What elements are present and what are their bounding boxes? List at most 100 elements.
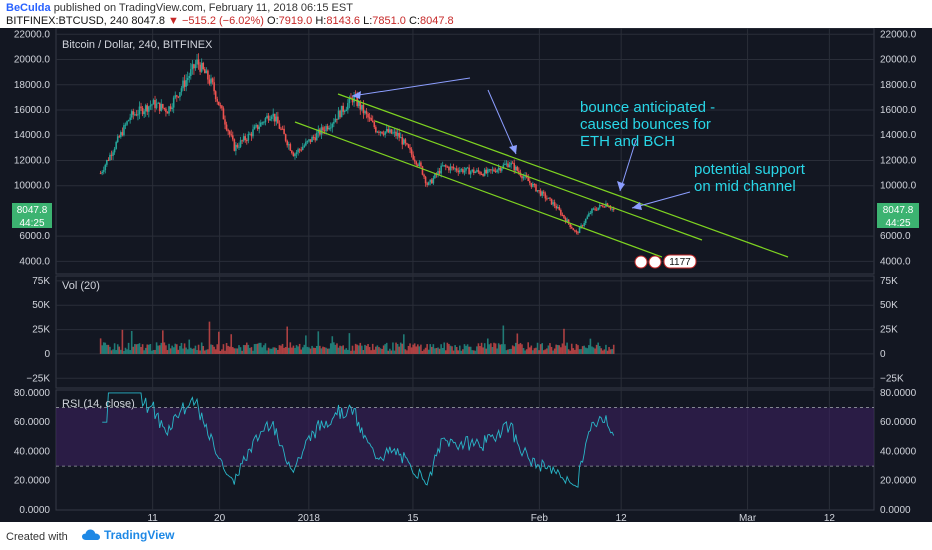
candle-body [421, 166, 424, 175]
volume-bar [134, 344, 136, 354]
volume-bar [488, 344, 491, 354]
channel-lower-line[interactable] [294, 121, 663, 258]
candle-body [193, 64, 195, 69]
candle-body [552, 202, 554, 205]
ohlc-line: BITFINEX:BTCUSD, 240 8047.8 ▼ −515.2 (−6… [6, 15, 454, 27]
candle-body [580, 225, 582, 228]
volume-bar [214, 349, 217, 354]
volume-bar [581, 346, 584, 354]
volume-bar [158, 345, 161, 354]
volume-bar [522, 348, 525, 354]
candle-body [518, 170, 520, 173]
volume-bar [273, 347, 276, 354]
candle-body [112, 152, 114, 156]
author-name[interactable]: BeCulda [6, 2, 51, 14]
candle-body [575, 230, 578, 233]
rsi-tick-left: 40.0000 [14, 446, 51, 457]
channel-mid-line[interactable] [374, 120, 703, 241]
candle-body [319, 129, 321, 135]
candle-body [242, 136, 245, 141]
candle-body [292, 153, 295, 157]
candle-body [343, 111, 346, 113]
channel-upper-line[interactable] [337, 93, 789, 258]
volume-bar [426, 344, 428, 354]
candle-body [514, 166, 517, 171]
volume-bar [267, 347, 270, 354]
volume-bar [169, 348, 172, 354]
candle-body [410, 149, 413, 155]
flag-us-icon-2[interactable] [648, 255, 662, 269]
volume-bar [583, 345, 585, 354]
candle-body [493, 169, 495, 172]
chart-canvas[interactable]: 11 20 2018 15 Feb 12 Mar 12 22000.0 22000.0 20000.… [0, 28, 932, 522]
candle-body [250, 133, 253, 137]
candle-body [556, 207, 559, 209]
annotation-support[interactable]: potential support on mid channel [694, 161, 806, 195]
volume-bar [493, 342, 495, 354]
volume-bar [434, 348, 436, 354]
timer-badge-left [12, 216, 52, 228]
volume-bar [277, 349, 279, 354]
publish-info: published on TradingView.com, February 1… [53, 2, 353, 14]
volume-bar [403, 334, 405, 354]
volume-bar [417, 344, 419, 354]
candle-body [283, 128, 285, 135]
volume-bar [387, 350, 390, 354]
volume-bar [455, 347, 458, 354]
volume-bar [109, 346, 111, 354]
annotation-bounce[interactable]: bounce anticipated - caused bounces for … [580, 99, 715, 150]
candle-body [325, 126, 327, 132]
candle-body [592, 208, 595, 210]
volume-bar [317, 331, 320, 354]
candle-body [594, 208, 596, 210]
candle-body [144, 105, 147, 112]
candle-body [241, 140, 243, 142]
timer-badge-right [877, 216, 919, 228]
volume-bar [331, 336, 334, 354]
event-count-badge[interactable] [663, 254, 697, 269]
candle-body [286, 140, 289, 146]
volume-bar [99, 338, 102, 354]
tradingview-logo[interactable]: TradingView [82, 528, 174, 542]
candle-body [527, 177, 530, 182]
event-markers[interactable]: 1177 [634, 254, 697, 269]
candle-body [137, 114, 139, 116]
volume-bar [597, 342, 599, 354]
price-tick-right: 4000.0 [880, 256, 911, 267]
price-tick-left: 6000.0 [19, 231, 50, 242]
volume-bar [213, 346, 215, 354]
candle-body [510, 162, 512, 165]
candle-body [488, 169, 491, 171]
candle-body [339, 110, 341, 118]
candle-body [611, 208, 613, 210]
volume-bar [152, 349, 155, 354]
volume-bar [343, 349, 346, 354]
candle-body [413, 159, 416, 162]
candle-body [135, 114, 138, 116]
volume-bar [188, 339, 191, 354]
axes: 11 20 2018 15 Feb 12 Mar 12 22000.0 22000.0 20000.… [14, 29, 917, 522]
volume-bar [191, 348, 194, 354]
candle-body [281, 128, 284, 130]
price-badge-right [877, 203, 919, 216]
flag-us-icon[interactable] [634, 255, 648, 269]
volume-bar [183, 343, 186, 354]
candle-body [507, 163, 509, 168]
candle-body [294, 153, 296, 157]
volume-bar [602, 350, 604, 354]
candle-body [245, 140, 248, 142]
candle-body [171, 107, 173, 110]
price-tick-left: 4000.0 [19, 256, 50, 267]
candle-body [110, 154, 113, 156]
volume-bar [255, 343, 257, 354]
vol-tick-left: 75K [32, 276, 50, 287]
price-tick-right: 14000.0 [880, 130, 917, 141]
drawings[interactable] [294, 77, 789, 258]
candle-body [424, 176, 427, 184]
candle-body [228, 131, 231, 135]
volume-bar [420, 344, 422, 354]
volume-bar [286, 326, 289, 354]
candle-body [322, 127, 324, 131]
candle-body [154, 100, 156, 109]
candle-body [199, 64, 201, 72]
